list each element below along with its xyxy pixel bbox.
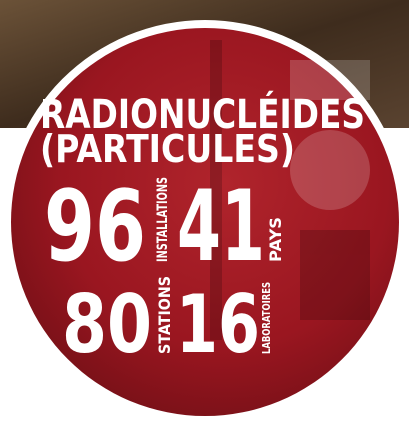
red-circle — [11, 28, 399, 416]
stat-label: LABORATOIRES — [260, 282, 273, 354]
stat-number: 16 — [176, 278, 260, 371]
title-line-2: (PARTICULES) — [40, 127, 295, 171]
stat-label: PAYS — [266, 217, 285, 262]
title-line-1: RADIONUCLÉIDES — [40, 90, 365, 138]
stat-number: 41 — [177, 170, 265, 284]
stat-number: 96 — [44, 170, 146, 284]
stat-label: INSTALLATIONS — [155, 177, 171, 262]
stat-label: STATIONS — [155, 276, 174, 354]
stat-number: 80 — [62, 278, 152, 371]
photo-overlay — [210, 40, 370, 340]
